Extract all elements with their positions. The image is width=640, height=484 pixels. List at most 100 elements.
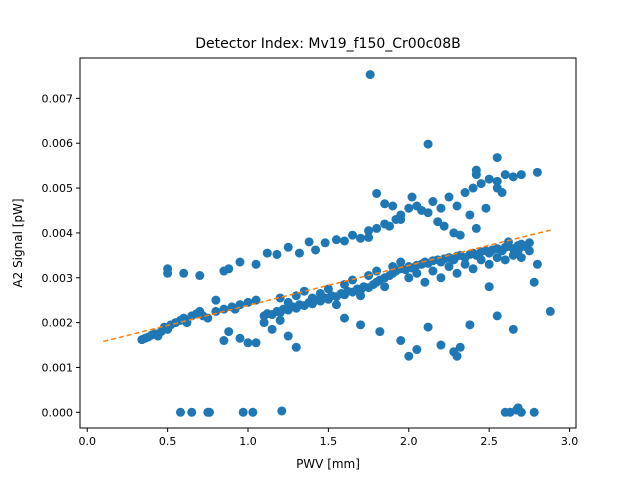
data-point: [384, 221, 394, 231]
data-point: [291, 342, 301, 352]
x-tick-label: 0.5: [159, 435, 177, 448]
data-point: [238, 407, 248, 417]
data-point: [372, 188, 382, 198]
data-point: [365, 70, 375, 80]
data-point: [323, 284, 333, 294]
data-point: [423, 139, 433, 149]
y-tick-label: 0.007: [42, 92, 74, 105]
data-point: [460, 259, 470, 269]
x-axis-label: PWV [mm]: [296, 457, 360, 471]
axes-frame: [79, 57, 577, 429]
y-tick-label: 0.004: [42, 227, 74, 240]
y-tick-label: 0.003: [42, 272, 74, 285]
data-point: [545, 306, 555, 316]
data-point: [175, 407, 185, 417]
data-point: [272, 249, 282, 259]
data-point: [372, 266, 382, 276]
x-tick-label: 0.0: [78, 435, 96, 448]
data-point: [524, 246, 534, 256]
data-point: [423, 208, 433, 218]
data-point: [262, 248, 272, 258]
y-tick-label: 0.006: [42, 137, 74, 150]
data-point: [516, 170, 526, 180]
data-point: [436, 340, 446, 350]
data-point: [259, 318, 269, 328]
data-point: [243, 297, 253, 307]
data-point: [251, 259, 261, 269]
data-point: [364, 226, 374, 236]
chart-title: Detector Index: Mv19_f150_Cr00c08B: [195, 36, 460, 52]
data-point: [524, 238, 534, 248]
data-point: [532, 167, 542, 177]
data-point: [388, 201, 398, 211]
data-point: [396, 214, 406, 224]
data-point: [455, 230, 465, 240]
data-point: [452, 351, 462, 361]
data-point: [476, 179, 486, 189]
x-tick-label: 2.5: [480, 435, 498, 448]
data-point: [492, 311, 502, 321]
data-point: [275, 293, 285, 303]
data-point: [307, 293, 317, 303]
data-point: [294, 248, 304, 258]
data-point: [529, 407, 539, 417]
data-point: [439, 221, 449, 231]
data-point: [224, 327, 234, 337]
data-point: [195, 271, 205, 281]
data-point: [251, 295, 261, 305]
data-point: [380, 282, 390, 292]
data-point: [331, 235, 341, 245]
data-point: [380, 199, 390, 209]
data-point: [235, 333, 245, 343]
data-point: [455, 342, 465, 352]
data-point: [339, 279, 349, 289]
data-point: [492, 153, 502, 163]
axis-ticks: 0.0 0.5 1.0 1.5 2.0 2.5 3.0 0.000 0.001 0.002 0.00…: [42, 92, 579, 448]
data-point: [283, 242, 293, 252]
data-point: [331, 300, 341, 310]
data-point: [283, 297, 293, 307]
data-point: [444, 262, 454, 272]
data-point: [481, 203, 491, 213]
data-point: [452, 201, 462, 211]
data-point: [235, 257, 245, 267]
data-point: [460, 188, 470, 198]
data-point: [311, 245, 321, 255]
data-point: [452, 268, 462, 278]
data-point: [364, 232, 374, 242]
data-point: [187, 407, 197, 417]
data-point: [304, 237, 314, 247]
y-axis-label: A2 Signal [pW]: [11, 198, 25, 287]
data-point: [404, 273, 414, 283]
y-tick-label: 0.001: [42, 361, 74, 374]
y-tick-label: 0.005: [42, 182, 74, 195]
data-point: [471, 165, 481, 175]
x-tick-label: 3.0: [561, 435, 579, 448]
data-point: [516, 253, 526, 263]
data-point: [436, 203, 446, 213]
data-point: [356, 233, 366, 243]
data-point: [500, 255, 510, 265]
data-point: [230, 304, 240, 314]
data-point: [513, 246, 523, 256]
data-point: [283, 331, 293, 341]
data-point: [315, 288, 325, 298]
data-point: [423, 322, 433, 332]
data-point: [508, 172, 518, 182]
data-point: [211, 295, 221, 305]
data-point: [339, 313, 349, 323]
data-point: [224, 264, 234, 274]
data-point: [465, 210, 475, 220]
data-point: [275, 315, 285, 325]
data-point: [243, 338, 253, 348]
data-point: [497, 188, 507, 198]
data-point: [299, 286, 309, 296]
data-point: [508, 324, 518, 334]
data-point: [356, 320, 366, 330]
data-point: [476, 255, 486, 265]
data-point: [251, 338, 261, 348]
data-point: [396, 257, 406, 267]
data-point: [248, 407, 258, 417]
